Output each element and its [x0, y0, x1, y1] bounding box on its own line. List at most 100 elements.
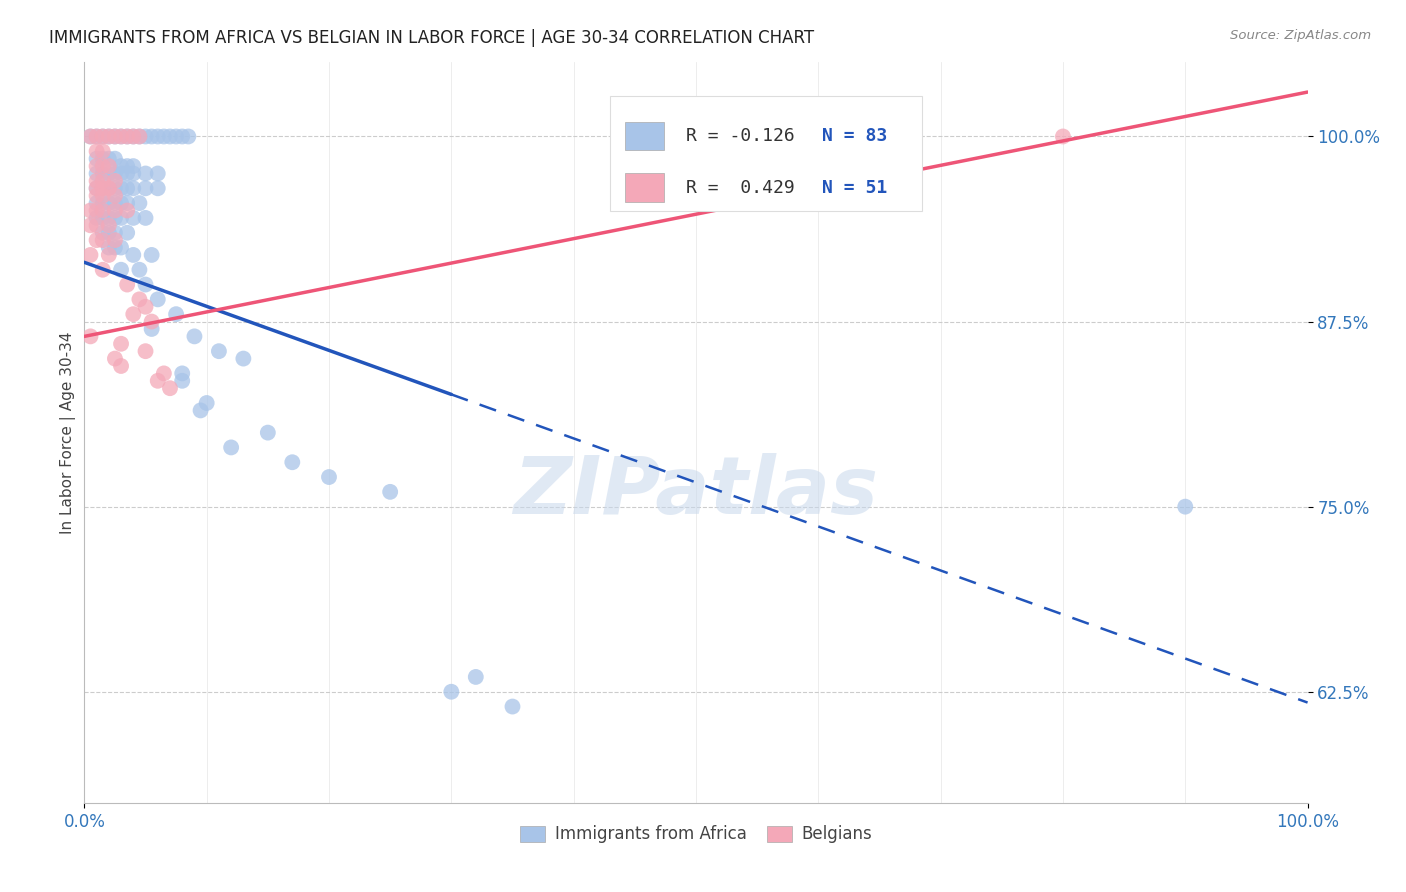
Point: [115, 181, 138, 195]
Point: [104, 129, 127, 144]
Point: [141, 322, 163, 336]
Point: [86, 219, 108, 233]
Point: [91, 196, 114, 211]
Point: [97, 159, 120, 173]
Point: [91, 262, 114, 277]
Point: [146, 293, 169, 307]
Point: [91, 166, 114, 180]
Text: ZIPatlas: ZIPatlas: [513, 453, 879, 531]
Point: [97, 181, 120, 195]
Point: [172, 374, 194, 388]
Point: [318, 470, 340, 484]
Point: [86, 145, 108, 159]
Point: [97, 181, 120, 195]
Point: [128, 293, 150, 307]
Point: [86, 188, 108, 202]
Y-axis label: In Labor Force | Age 30-34: In Labor Force | Age 30-34: [60, 331, 76, 534]
Point: [104, 181, 127, 195]
Point: [110, 196, 132, 211]
Text: N = 83: N = 83: [823, 127, 887, 145]
Point: [502, 699, 524, 714]
Point: [97, 152, 120, 166]
Point: [79, 219, 101, 233]
Point: [122, 307, 145, 321]
Text: Source: ZipAtlas.com: Source: ZipAtlas.com: [1230, 29, 1371, 42]
Point: [122, 211, 145, 225]
Point: [1174, 500, 1197, 514]
Point: [122, 166, 145, 180]
Point: [104, 129, 127, 144]
Point: [97, 211, 120, 225]
Point: [86, 129, 108, 144]
Point: [115, 203, 138, 218]
Point: [159, 381, 181, 395]
Point: [115, 277, 138, 292]
Text: R =  0.429: R = 0.429: [686, 178, 794, 196]
Point: [122, 129, 145, 144]
Point: [135, 166, 157, 180]
Point: [91, 159, 114, 173]
Point: [128, 129, 150, 144]
Point: [86, 152, 108, 166]
Point: [146, 181, 169, 195]
Point: [135, 211, 157, 225]
Point: [104, 152, 127, 166]
Point: [141, 314, 163, 328]
Point: [91, 233, 114, 247]
Point: [195, 396, 218, 410]
Point: [86, 233, 108, 247]
Point: [97, 240, 120, 254]
Point: [153, 367, 176, 381]
Bar: [610, 95, 922, 211]
Point: [86, 159, 108, 173]
Point: [104, 166, 127, 180]
Point: [86, 181, 108, 195]
Point: [91, 226, 114, 240]
Point: [115, 159, 138, 173]
Point: [190, 403, 212, 417]
Point: [104, 196, 127, 211]
Point: [104, 240, 127, 254]
Point: [97, 219, 120, 233]
Point: [91, 181, 114, 195]
Point: [128, 196, 150, 211]
Point: [141, 129, 163, 144]
Point: [86, 166, 108, 180]
Point: [86, 211, 108, 225]
Point: [110, 240, 132, 254]
Bar: [626, 173, 664, 202]
Point: [380, 484, 402, 499]
Point: [115, 196, 138, 211]
Point: [97, 129, 120, 144]
Point: [86, 203, 108, 218]
Point: [440, 685, 463, 699]
Point: [91, 174, 114, 188]
Text: IMMIGRANTS FROM AFRICA VS BELGIAN IN LABOR FORCE | AGE 30-34 CORRELATION CHART: IMMIGRANTS FROM AFRICA VS BELGIAN IN LAB…: [49, 29, 814, 46]
Point: [110, 359, 132, 373]
Point: [146, 374, 169, 388]
Point: [97, 129, 120, 144]
Point: [97, 196, 120, 211]
Point: [1052, 129, 1074, 144]
Point: [97, 226, 120, 240]
Text: N = 51: N = 51: [823, 178, 887, 196]
Point: [104, 351, 127, 366]
Bar: [626, 122, 664, 150]
Point: [79, 329, 101, 343]
Point: [122, 248, 145, 262]
Point: [122, 181, 145, 195]
Point: [159, 129, 181, 144]
Point: [91, 129, 114, 144]
Point: [165, 129, 187, 144]
Point: [104, 233, 127, 247]
Point: [135, 129, 157, 144]
Point: [91, 152, 114, 166]
Point: [104, 211, 127, 225]
Point: [146, 166, 169, 180]
Point: [208, 344, 231, 359]
Point: [146, 129, 169, 144]
Point: [110, 159, 132, 173]
Point: [104, 174, 127, 188]
Point: [79, 129, 101, 144]
Point: [128, 262, 150, 277]
